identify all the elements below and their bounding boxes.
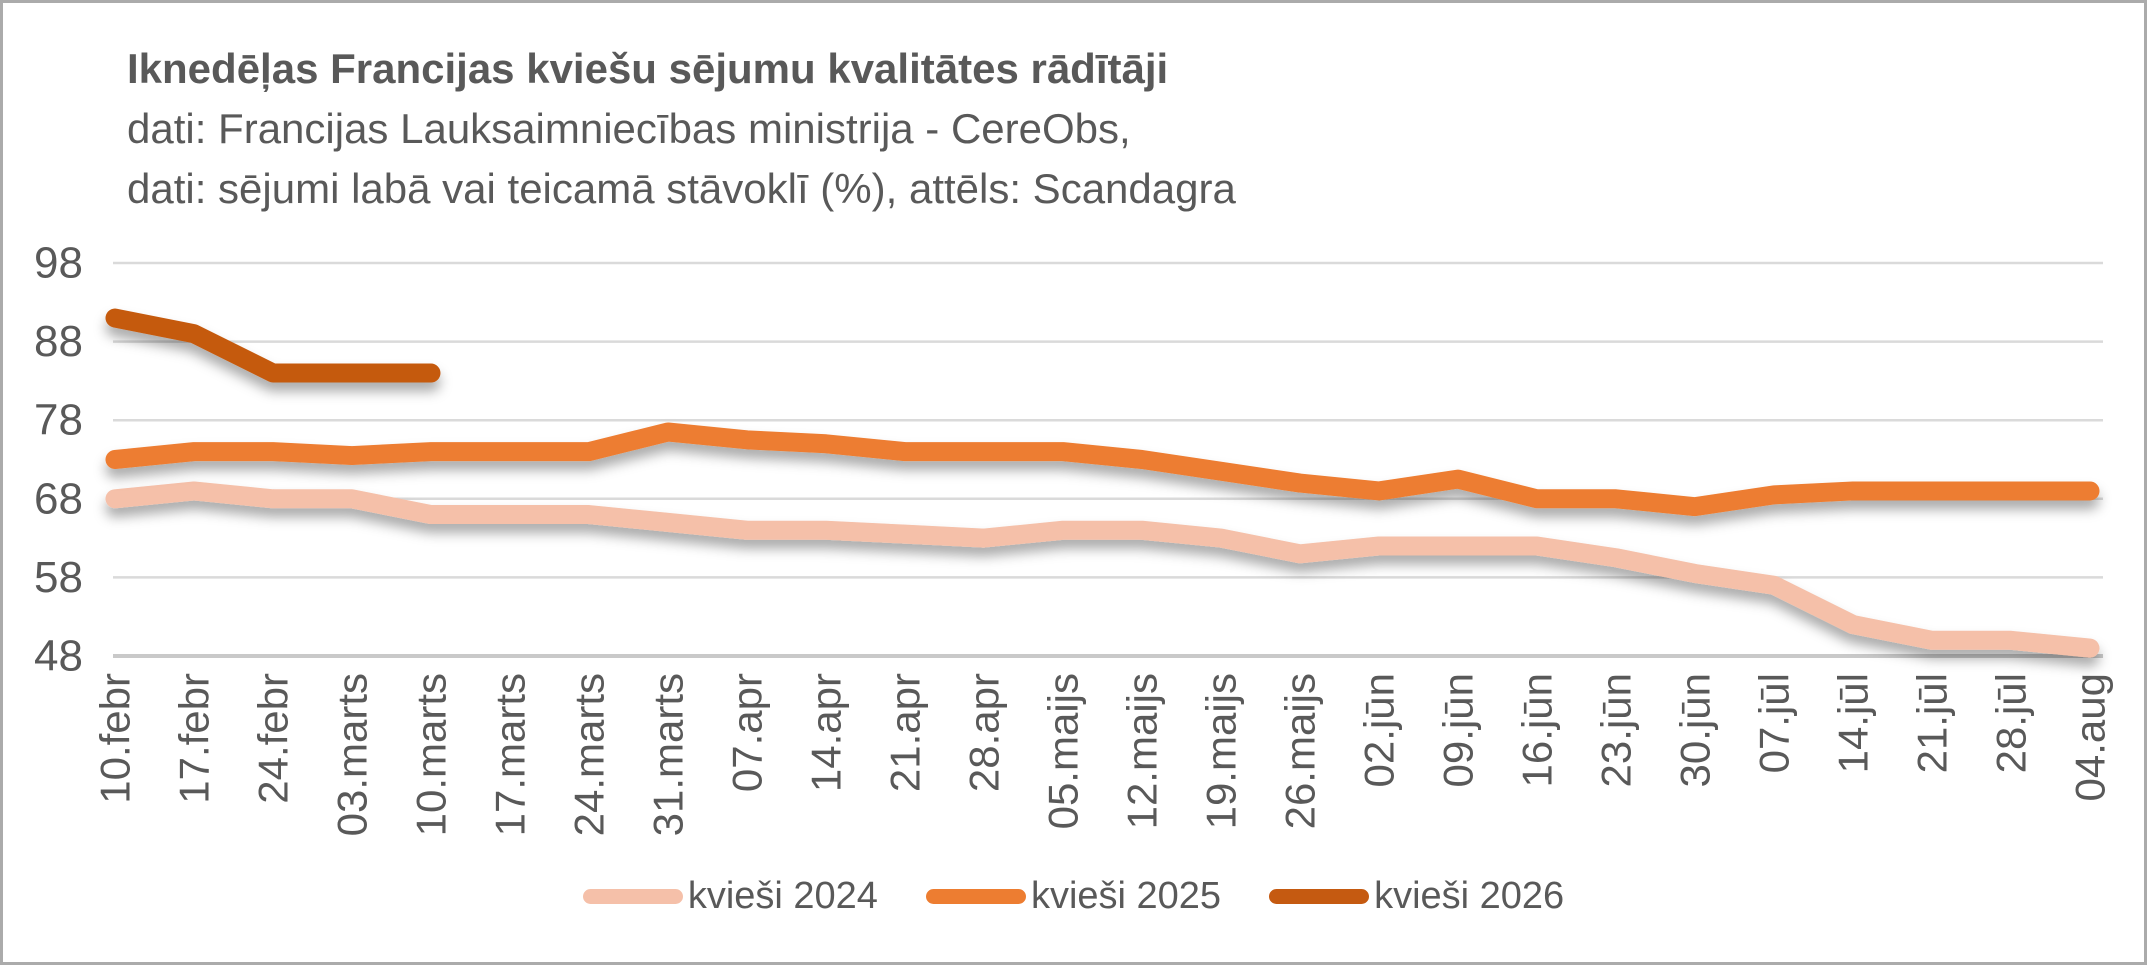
legend-swatch-kviesi-2025 <box>925 889 1026 904</box>
x-tick-label-07.jūl: 07.jūl <box>1751 673 1798 773</box>
legend-label-kviesi-2024: kvieši 2024 <box>687 875 878 917</box>
x-axis-tick-labels: 10.febr 17.febr 24.febr 03.marts 10.marts 17.… <box>92 673 2114 836</box>
x-tick-label-24.marts: 24.marts <box>566 673 613 836</box>
legend-label-kviesi-2025: kvieši 2025 <box>1030 875 1222 917</box>
x-tick-label-02.jūn: 02.jūn <box>1356 673 1403 787</box>
x-tick-label-17.febr: 17.febr <box>171 673 218 804</box>
x-tick-label-19.maijs: 19.maijs <box>1198 673 1245 829</box>
x-tick-label-14.apr: 14.apr <box>803 673 850 792</box>
chart-title: Iknedēļas Francijas kviešu sējumu kvalit… <box>127 45 1169 92</box>
y-tick-label-78: 78 <box>34 396 83 445</box>
legend-label-kviesi-2026: kvieši 2026 <box>1374 875 1565 917</box>
y-axis-tick-labels: 98 88 78 68 58 48 <box>34 239 83 681</box>
x-tick-label-28.jūl: 28.jūl <box>1988 673 2035 773</box>
x-tick-label-10.febr: 10.febr <box>92 673 139 804</box>
chart-header: Iknedēļas Francijas kviešu sējumu kvalit… <box>127 39 1236 219</box>
legend-swatch-kviesi-2026 <box>1269 889 1370 904</box>
x-tick-label-12.maijs: 12.maijs <box>1119 673 1166 829</box>
x-tick-label-24.febr: 24.febr <box>250 673 297 804</box>
x-tick-label-03.marts: 03.marts <box>329 673 376 836</box>
x-tick-label-09.jūn: 09.jūn <box>1435 673 1482 787</box>
x-tick-label-07.apr: 07.apr <box>724 673 771 792</box>
series-line-kvieši-2024 <box>105 481 2100 658</box>
y-tick-label-58: 58 <box>34 553 83 602</box>
line-chart-plot-area: 98 88 78 68 58 48 10.febr 17.febr 24.febr 03.mar… <box>34 239 2114 837</box>
y-tick-label-48: 48 <box>34 632 83 681</box>
x-tick-label-05.maijs: 05.maijs <box>1040 673 1087 829</box>
x-tick-label-26.maijs: 26.maijs <box>1277 673 1324 829</box>
series-line-kvieši-2026 <box>105 308 441 383</box>
x-tick-label-16.jūn: 16.jūn <box>1514 673 1561 787</box>
x-tick-label-10.marts: 10.marts <box>408 673 455 836</box>
x-tick-label-21.jūl: 21.jūl <box>1909 673 1956 773</box>
legend-item-kviesi-2024: kvieši 2024 <box>582 875 878 918</box>
x-tick-label-21.apr: 21.apr <box>882 673 929 792</box>
x-tick-label-04.aug: 04.aug <box>2067 673 2114 801</box>
x-tick-label-28.apr: 28.apr <box>961 673 1008 792</box>
legend-item-kviesi-2025: kvieši 2025 <box>925 875 1222 918</box>
chart-legend: kvieši 2024 kvieši 2025 kvieši 2026 <box>3 875 2144 918</box>
y-tick-label-68: 68 <box>34 474 83 523</box>
legend-swatch-kviesi-2024 <box>582 889 683 904</box>
x-tick-label-23.jūn: 23.jūn <box>1593 673 1640 787</box>
y-tick-label-88: 88 <box>34 317 83 366</box>
x-tick-label-17.marts: 17.marts <box>487 673 534 836</box>
series-line-kvieši-2025 <box>105 422 2100 517</box>
chart-subtitle-line2: dati: sējumi labā vai teicamā stāvoklī (… <box>127 165 1236 212</box>
y-tick-label-98: 98 <box>34 239 83 288</box>
series-lines <box>105 308 2100 658</box>
legend-item-kviesi-2026: kvieši 2026 <box>1269 875 1564 918</box>
x-tick-label-30.jūn: 30.jūn <box>1672 673 1719 787</box>
x-tick-label-14.jūl: 14.jūl <box>1830 673 1877 773</box>
x-tick-label-31.marts: 31.marts <box>645 673 692 836</box>
chart-subtitle-line1: dati: Francijas Lauksaimniecības ministr… <box>127 105 1131 152</box>
